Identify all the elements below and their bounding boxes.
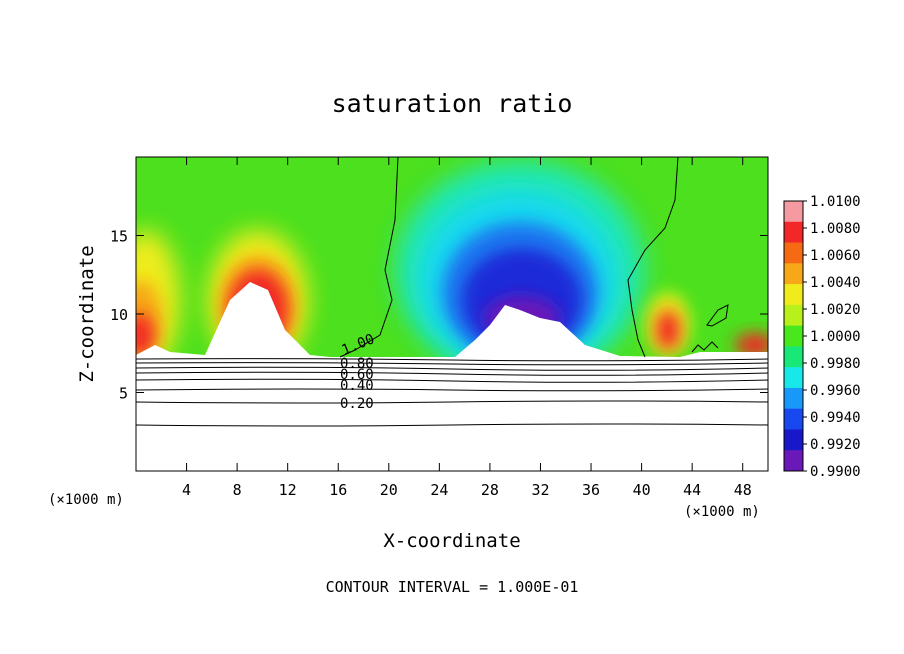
x-tick-label: 28 — [481, 481, 499, 499]
field-supersaturated-east — [646, 293, 768, 357]
y-tick-label: 5 — [119, 385, 128, 403]
colorbar-label: 0.9900 — [810, 464, 861, 480]
y-axis-label: Z-coordinate — [76, 245, 98, 382]
x-tick-label: 48 — [734, 481, 752, 499]
x-tick-label: 44 — [683, 481, 701, 499]
contour-label-group: 1.00 0.80 0.60 0.40 0.20 — [340, 331, 377, 412]
colorbar-swatch — [784, 367, 803, 389]
colorbar-label: 0.9940 — [810, 410, 861, 426]
colorbar-swatch — [784, 284, 803, 306]
contour-lines — [136, 157, 768, 427]
contour-label-0.60: 0.60 — [340, 367, 374, 383]
colorbar-swatch — [784, 429, 803, 451]
x-tick-label: 12 — [279, 481, 297, 499]
x-tick-label: 24 — [430, 481, 448, 499]
contour-label-0.80: 0.80 — [340, 356, 374, 372]
colorbar-label: 0.9980 — [810, 356, 861, 372]
colorbar-swatch — [784, 201, 803, 223]
x-tick-label: 32 — [531, 481, 549, 499]
colorbar-swatch — [784, 304, 803, 327]
colorbar-swatch — [784, 242, 803, 264]
x-unit-right: (×1000 m) — [684, 504, 760, 520]
x-tick-label: 40 — [633, 481, 651, 499]
colorbar-swatch — [784, 387, 803, 410]
x-tick-label: 8 — [233, 481, 242, 499]
colorbar-label: 1.0100 — [810, 194, 861, 210]
colorbar-label: 1.0040 — [810, 275, 861, 291]
plot-area — [136, 157, 768, 471]
colorbar-label: 0.9960 — [810, 383, 861, 399]
field-supersaturated-west — [136, 230, 180, 370]
contour-label-0.40: 0.40 — [340, 378, 374, 394]
colorbar-swatch — [784, 450, 803, 472]
contour-label-0.20: 0.20 — [340, 396, 374, 412]
colorbar-swatch — [784, 408, 803, 430]
x-unit-left: (×1000 m) — [48, 492, 124, 508]
x-tick-label: 16 — [329, 481, 347, 499]
x-tick-label: 4 — [182, 481, 191, 499]
x-tick-label: 20 — [380, 481, 398, 499]
y-axis-ticks: 5 10 15 — [110, 228, 768, 403]
colorbar: 1.0100 1.0080 1.0060 1.0040 1.0020 1.0000 0.99… — [783, 194, 861, 480]
colorbar-label: 1.0020 — [810, 302, 861, 318]
x-tick-label: 36 — [582, 481, 600, 499]
contour-interval-note: CONTOUR INTERVAL = 1.000E-01 — [326, 578, 579, 596]
colorbar-label: 1.0060 — [810, 248, 861, 264]
x-axis-label: X-coordinate — [383, 530, 520, 552]
colorbar-label: 1.0080 — [810, 221, 861, 237]
colorbar-label: 0.9920 — [810, 437, 861, 453]
colorbar-label: 1.0000 — [810, 329, 861, 345]
y-tick-label: 10 — [110, 306, 128, 324]
colorbar-swatch — [784, 325, 803, 347]
chart-title: saturation ratio — [332, 89, 573, 118]
colorbar-swatch — [784, 221, 803, 244]
y-tick-label: 15 — [110, 228, 128, 246]
x-axis-ticks: 4 8 12 16 20 24 28 32 36 40 44 48 — [182, 157, 752, 499]
colorbar-swatch — [784, 263, 803, 285]
colorbar-swatch — [784, 346, 803, 368]
